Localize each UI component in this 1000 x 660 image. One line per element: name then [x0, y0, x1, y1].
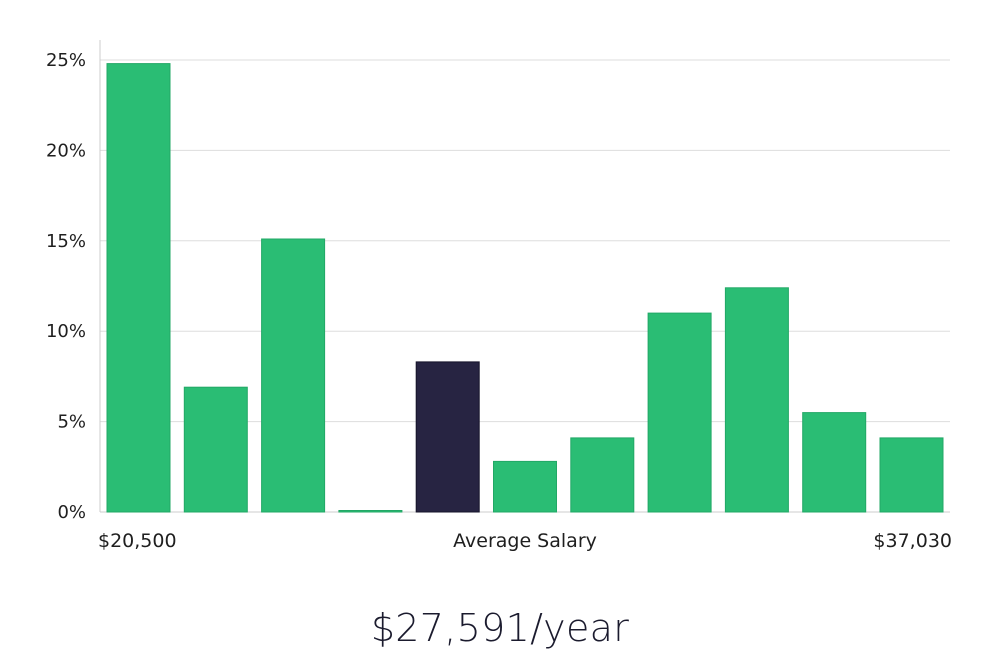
bar	[493, 460, 557, 513]
x-axis-labels: $20,500 Average Salary $37,030	[98, 530, 952, 552]
bar-average-highlight	[415, 361, 480, 513]
bars	[106, 63, 944, 513]
bar	[183, 386, 248, 513]
bar	[802, 412, 867, 513]
y-tick-label: 0%	[57, 502, 86, 523]
bar	[647, 312, 712, 513]
bar	[724, 287, 789, 513]
salary-histogram: 0% 5% 10% 15% 20% 25% $20,500 Average Salary …	[46, 40, 952, 552]
x-label-average: Average Salary	[453, 530, 597, 552]
bar	[338, 510, 403, 513]
y-tick-label: 25%	[46, 50, 86, 71]
y-tick-label: 15%	[46, 231, 86, 252]
y-axis-ticks: 0% 5% 10% 15% 20% 25%	[46, 50, 86, 523]
y-tick-label: 20%	[46, 140, 86, 161]
bar	[570, 437, 635, 513]
y-tick-label: 10%	[46, 321, 86, 342]
average-salary-headline: $27,591/year	[370, 606, 630, 650]
bar	[261, 238, 326, 513]
y-tick-label: 5%	[57, 412, 86, 433]
bar	[879, 437, 944, 513]
x-label-max: $37,030	[873, 530, 952, 552]
x-label-min: $20,500	[98, 530, 177, 552]
bar	[106, 63, 171, 513]
